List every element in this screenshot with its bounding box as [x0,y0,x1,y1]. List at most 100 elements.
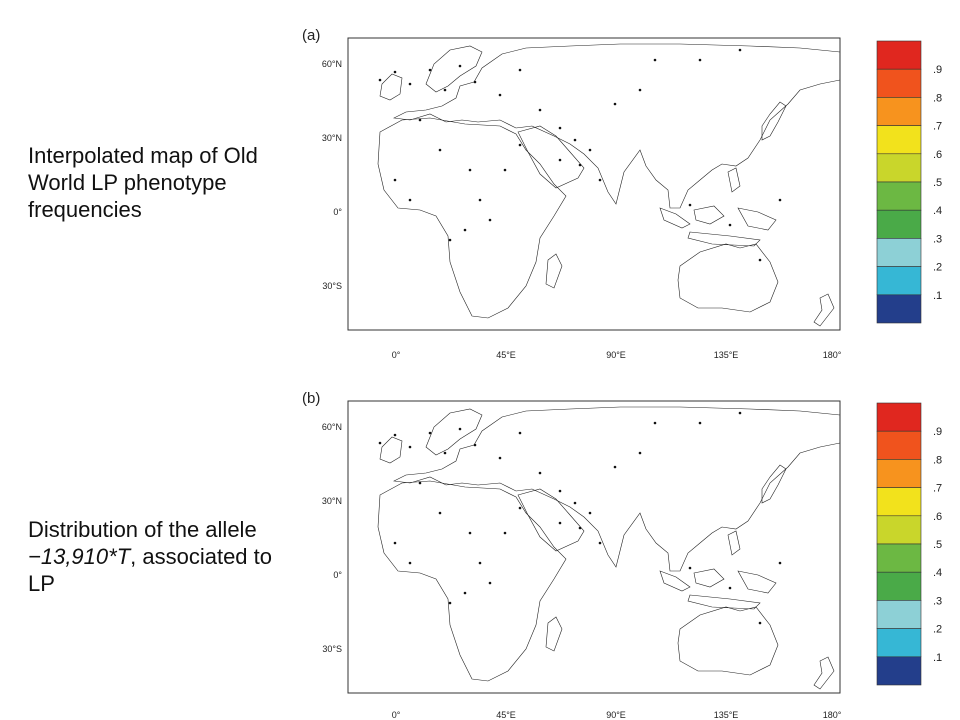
sample-point [598,178,602,182]
sample-point [558,126,562,130]
sample-point [518,506,522,510]
legend-tick-label: .7 [933,483,942,495]
legend-tick-label: .5 [933,539,942,551]
map-b-frame [347,400,841,694]
lat-tick-b-30s: 30°S [322,644,342,654]
sample-point [488,581,492,585]
lat-tick-a-30n: 30°N [322,133,342,143]
sample-point [613,102,617,106]
sample-point [393,70,397,74]
map-a-frame [347,37,841,331]
sample-point [428,431,432,435]
sample-point [473,443,477,447]
legend-swatch [876,656,922,686]
caption-allele-map: Distribution of the allele −13,910*T, as… [28,516,278,597]
legend-tick-label: .7 [933,121,942,133]
sample-point [478,198,482,202]
sample-point [498,456,502,460]
sample-point [378,78,382,82]
sample-point [588,148,592,152]
sample-point [728,586,732,590]
legend-tick-label: .2 [933,262,942,274]
legend-swatch [876,294,922,324]
legend-swatch [876,153,922,183]
sample-point [698,421,702,425]
sample-point [518,143,522,147]
caption-b-allele: −13,910*T [28,544,131,569]
sample-point [638,451,642,455]
legend-tick-label: .6 [933,511,942,523]
legend-swatch [876,487,922,517]
sample-point [538,108,542,112]
sample-point [393,178,397,182]
sample-point [688,203,692,207]
legend-swatch [876,266,922,296]
map-a-axes: 60°N 30°N 0° 30°S 0° 45°E 90°E 135°E 180… [322,59,842,360]
sample-point [408,198,412,202]
sample-point [738,411,742,415]
sample-point [778,198,782,202]
lat-tick-b-60n: 60°N [322,422,342,432]
legend-tick-label: .1 [933,652,942,664]
lon-tick-b-180: 180° [823,710,842,720]
legend-swatch [876,68,922,98]
sample-point [598,541,602,545]
legend-swatch [876,97,922,126]
sample-point [498,93,502,97]
lon-tick-b-135e: 135°E [714,710,739,720]
legend-swatch [876,40,922,70]
sample-point [443,88,447,92]
sample-point [578,526,582,530]
sample-point [518,431,522,435]
legend-swatch [876,515,922,545]
sample-point [778,561,782,565]
sample-point [728,223,732,227]
legend-swatch [876,181,922,211]
legend-tick-label: .1 [933,290,942,302]
sample-point [503,168,507,172]
sample-point [558,521,562,525]
sample-points [378,48,782,625]
legend-swatch [876,209,922,239]
sample-point [438,148,442,152]
legend-swatch [876,402,922,432]
sample-point [653,421,657,425]
sample-point [418,481,422,485]
legend-tick-label: .4 [933,205,942,217]
sample-point [463,228,467,232]
legend-swatch [876,459,922,488]
lon-tick-b-90e: 90°E [606,710,626,720]
lon-tick-a-45e: 45°E [496,350,516,360]
sample-point [573,501,577,505]
legend-swatch [876,600,922,629]
sample-point [458,64,462,68]
caption-b-suffix: , associated to LP [28,544,273,596]
sample-point [538,471,542,475]
sample-point [468,168,472,172]
sample-point [443,451,447,455]
sample-point [408,561,412,565]
lon-tick-a-0: 0° [392,350,401,360]
map-b-axes: 60°N 30°N 0° 30°S 0° 45°E 90°E 135°E 180… [322,422,842,720]
legend-tick-label: .8 [933,92,942,104]
caption-b-prefix: Distribution of the allele [28,517,257,542]
legend-tick-label: .3 [933,233,942,245]
sample-point [688,566,692,570]
sample-point [738,48,742,52]
legend-tick-label: .2 [933,624,942,636]
sample-point [488,218,492,222]
sample-point [558,489,562,493]
sample-point [573,138,577,142]
sample-point [378,441,382,445]
sample-point [588,511,592,515]
sample-point [758,621,762,625]
lon-tick-a-90e: 90°E [606,350,626,360]
lat-tick-a-0: 0° [333,207,342,217]
sample-point [468,531,472,535]
legend-a-colorbar: .9 .8 .7 .6 .5 .4 .3 .2 .1 [876,40,942,324]
map-panel-a: (a) [302,27,942,360]
sample-point [393,433,397,437]
sample-point [503,531,507,535]
sample-point [473,80,477,84]
